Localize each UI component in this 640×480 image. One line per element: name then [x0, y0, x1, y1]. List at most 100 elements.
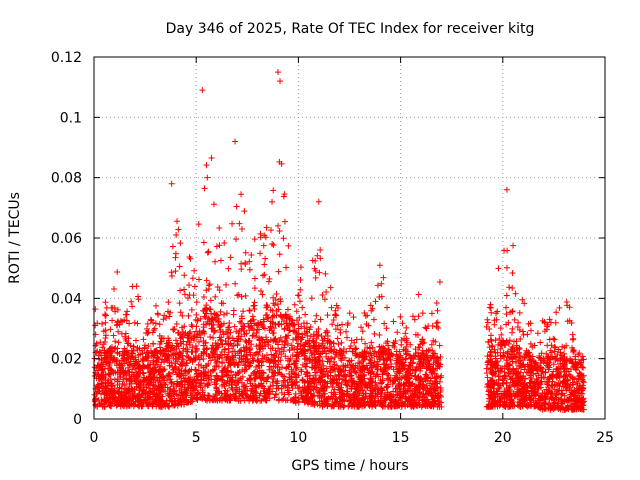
data-point [528, 327, 535, 334]
data-point [223, 281, 230, 288]
data-point [403, 324, 410, 331]
data-point [171, 402, 178, 409]
data-point [555, 387, 562, 394]
data-point [242, 292, 249, 299]
data-point [438, 372, 445, 379]
data-point [153, 403, 160, 410]
data-point [318, 333, 325, 340]
data-point [107, 352, 114, 359]
data-point [580, 406, 587, 413]
data-point [357, 373, 364, 380]
data-point [288, 379, 295, 386]
data-point [294, 385, 301, 392]
data-point [225, 324, 232, 331]
data-point [576, 369, 583, 376]
data-point [544, 342, 551, 349]
data-point [328, 304, 335, 311]
data-point [207, 333, 214, 340]
data-point [110, 332, 117, 339]
data-point [153, 391, 160, 398]
data-point [284, 306, 291, 313]
data-point [125, 359, 132, 366]
data-point [120, 396, 127, 403]
data-point [312, 267, 319, 274]
data-point [193, 371, 200, 378]
data-point [514, 351, 521, 358]
data-point [327, 347, 334, 354]
data-point [213, 362, 220, 369]
data-point [297, 286, 304, 293]
data-point [267, 383, 274, 390]
data-point [156, 321, 163, 328]
data-point [181, 286, 188, 293]
data-point [259, 352, 266, 359]
data-point [295, 321, 302, 328]
data-point [219, 341, 226, 348]
data-point [163, 345, 170, 352]
data-point [396, 382, 403, 389]
data-point [486, 304, 493, 311]
data-point [278, 314, 285, 321]
data-point [327, 284, 334, 291]
data-point [110, 394, 117, 401]
data-point [262, 255, 269, 262]
data-point [154, 377, 161, 384]
data-point [123, 349, 130, 356]
data-point [403, 343, 410, 350]
data-point [520, 386, 527, 393]
data-point [176, 300, 183, 307]
data-point [380, 402, 387, 409]
data-point [555, 398, 562, 405]
data-point [334, 322, 341, 329]
data-point [102, 299, 109, 306]
data-point [299, 304, 306, 311]
data-point [324, 312, 331, 319]
data-point [271, 369, 278, 376]
data-point [195, 276, 202, 283]
data-point [517, 352, 524, 359]
data-point [213, 387, 220, 394]
data-point [293, 317, 300, 324]
data-point [168, 269, 175, 276]
data-point [216, 397, 223, 404]
data-point [161, 312, 168, 319]
data-point [267, 358, 274, 365]
data-point [489, 343, 496, 350]
data-point [99, 403, 106, 410]
data-point [325, 337, 332, 344]
data-point [194, 376, 201, 383]
data-point [406, 362, 413, 369]
data-point [264, 374, 271, 381]
data-point [268, 351, 275, 358]
data-point [139, 402, 146, 409]
data-point [338, 339, 345, 346]
data-point [147, 361, 154, 368]
data-point [233, 328, 240, 335]
data-point [412, 373, 419, 380]
data-point [246, 266, 253, 273]
data-point [154, 395, 161, 402]
data-point [392, 337, 399, 344]
data-point [302, 311, 309, 318]
data-point [417, 341, 424, 348]
data-point [290, 328, 297, 335]
data-point [233, 203, 240, 210]
data-point [201, 346, 208, 353]
data-point [208, 325, 215, 332]
data-point [238, 191, 245, 198]
data-point [435, 401, 442, 408]
data-point [333, 302, 340, 309]
data-point [232, 236, 239, 243]
data-point [278, 160, 285, 167]
data-point [208, 316, 215, 323]
data-point [241, 208, 248, 215]
data-point [228, 343, 235, 350]
data-point [278, 371, 285, 378]
data-point [321, 296, 328, 303]
data-point [103, 384, 110, 391]
data-point [368, 307, 375, 314]
data-point [388, 360, 395, 367]
data-point [397, 313, 404, 320]
data-point [166, 370, 173, 377]
data-point [536, 365, 543, 372]
